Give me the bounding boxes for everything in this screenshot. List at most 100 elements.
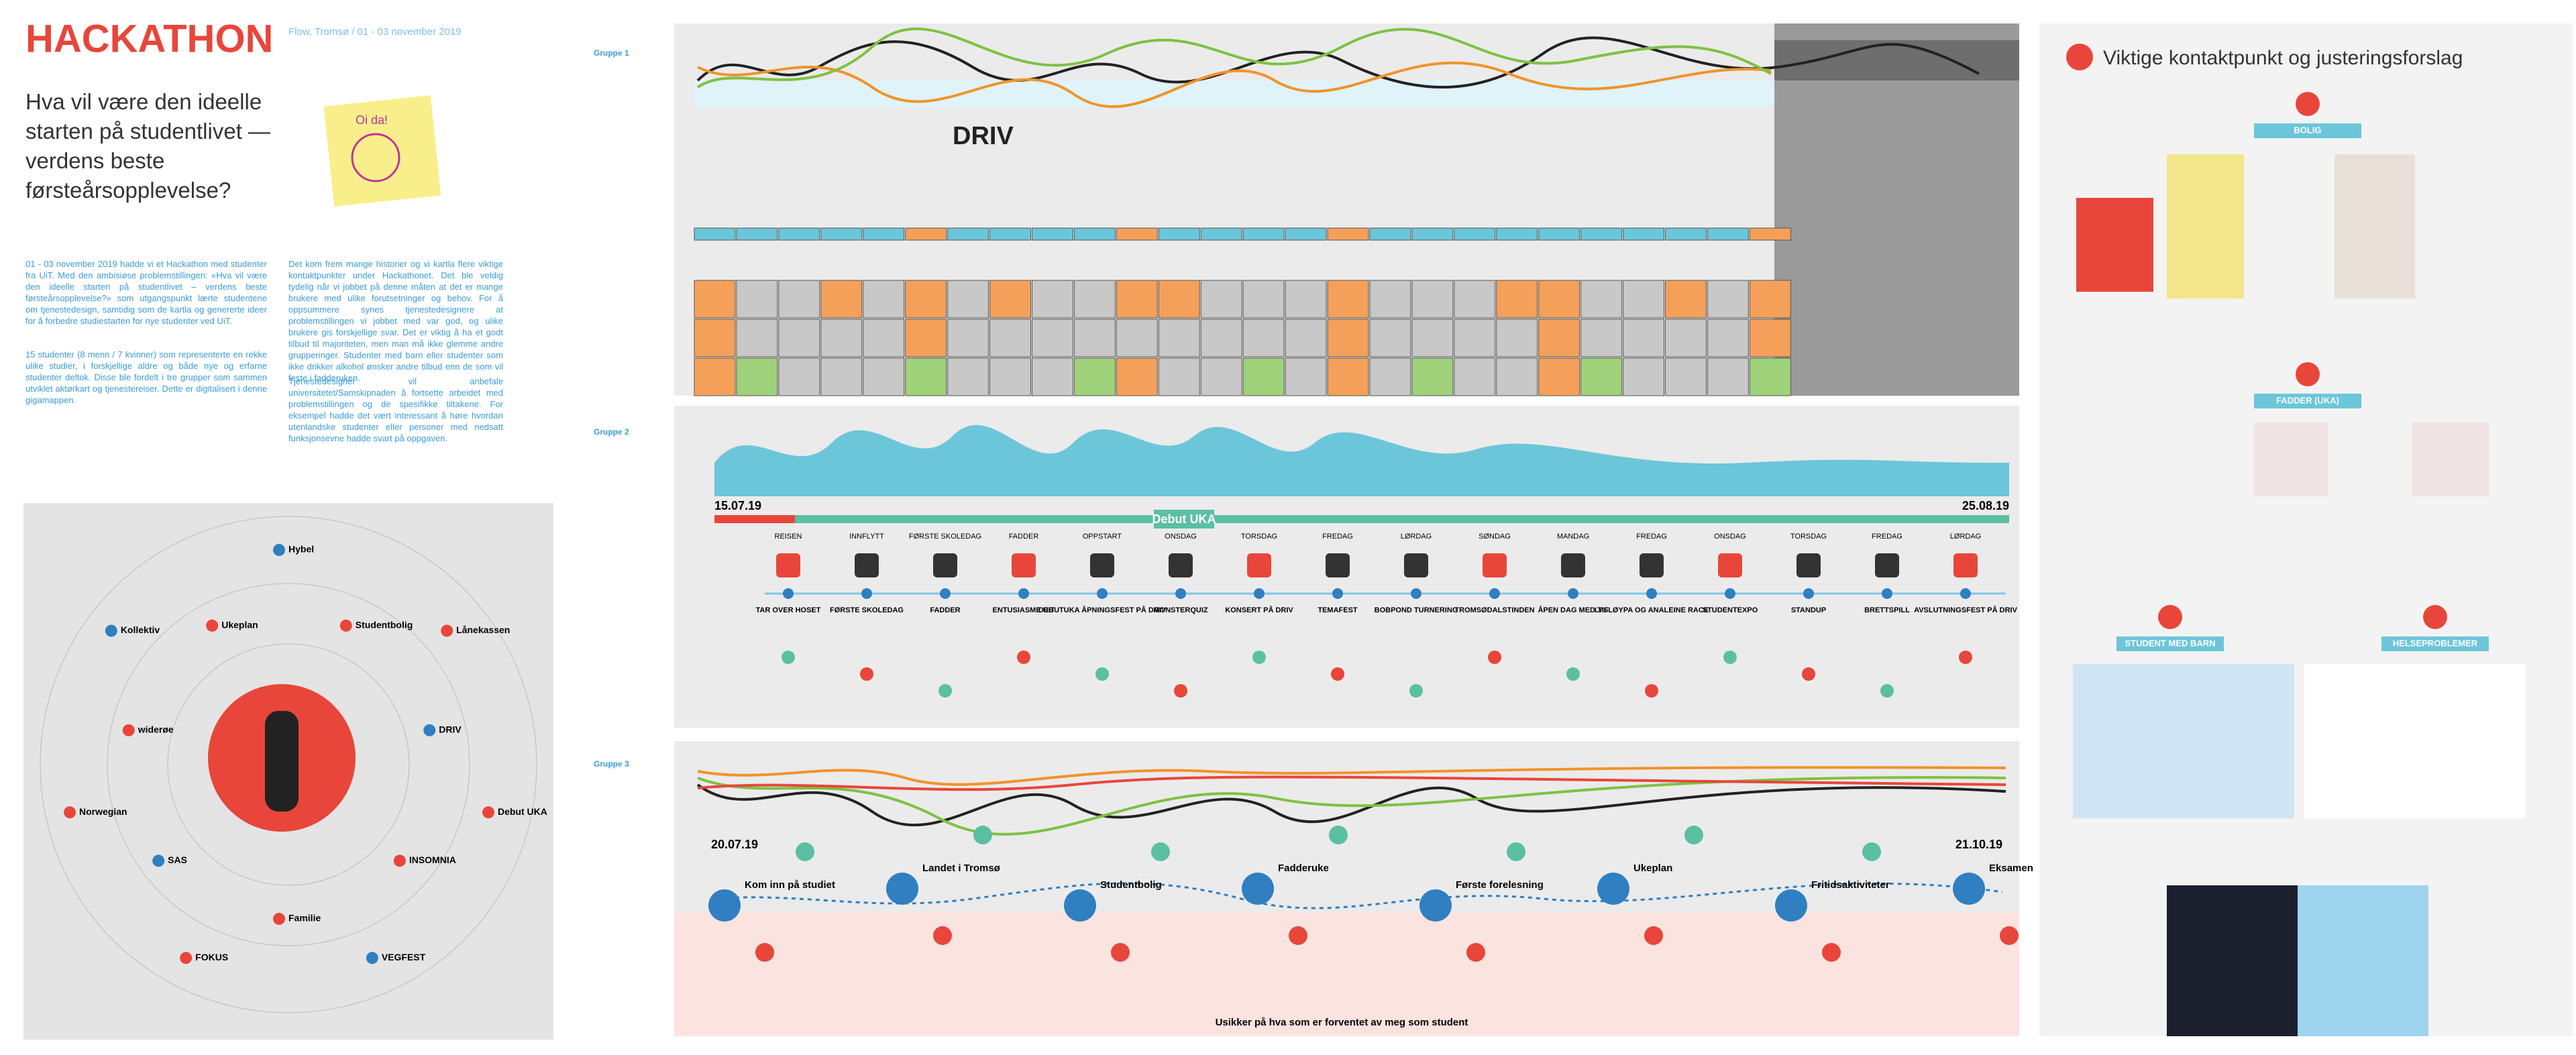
table-cell	[1369, 319, 1411, 357]
table-cell	[1623, 227, 1665, 241]
pain-point	[1822, 943, 1841, 962]
wave	[714, 425, 2009, 496]
table-cell	[1454, 357, 1496, 396]
table-cell	[820, 280, 863, 319]
table-cell	[820, 357, 863, 396]
table-cell	[1454, 280, 1496, 319]
event-icon	[1875, 553, 1899, 577]
day-label: ONSDAG	[1165, 533, 1197, 541]
timeline-dot	[1725, 588, 1735, 599]
event-label: FØRSTE SKOLEDAG	[830, 606, 904, 614]
sticky-note	[323, 95, 441, 207]
question: Hva vil være den ideelle starten på stud…	[25, 89, 271, 203]
emotion-curve	[696, 27, 1772, 89]
table-cell	[1538, 280, 1580, 319]
later-period	[1774, 23, 2019, 396]
step-label: Eksamen	[1989, 863, 2033, 874]
table-cell	[1707, 319, 1749, 357]
table-cell	[694, 280, 736, 319]
event-label: BOBPOND TURNERING	[1375, 606, 1458, 614]
pain-point	[1644, 926, 1663, 945]
phase-bar	[795, 515, 2009, 523]
step-circle	[1775, 889, 1807, 922]
table-cell	[1116, 319, 1158, 357]
day-label: MANDAG	[1557, 533, 1589, 541]
event-icon	[776, 553, 800, 577]
table-cell	[905, 280, 947, 319]
pain-point	[933, 926, 952, 945]
table-cell	[1327, 227, 1369, 241]
table-cell	[736, 319, 778, 357]
note-icon	[782, 651, 795, 664]
timeline-dot	[1097, 588, 1108, 599]
table-cell	[1623, 357, 1665, 396]
actor-label: VEGFEST	[382, 952, 426, 962]
table-cell	[736, 227, 778, 241]
table-cell	[1031, 319, 1073, 357]
pain-point	[755, 943, 774, 962]
pain-point	[1289, 926, 1307, 945]
band	[694, 80, 1774, 107]
actor-label: SAS	[168, 854, 187, 865]
table-cell	[1538, 357, 1580, 396]
photo	[2076, 198, 2153, 292]
photo	[2334, 154, 2415, 298]
gain-point	[1151, 842, 1170, 861]
gain-point	[1862, 842, 1881, 861]
table-cell	[1665, 319, 1707, 357]
table-cell	[1031, 280, 1073, 319]
note-icon	[860, 667, 873, 681]
table-cell	[1369, 227, 1411, 241]
table-cell	[1158, 357, 1200, 396]
actor-icon	[393, 854, 406, 867]
table-cell	[1749, 227, 1791, 241]
day-label: OPPSTART	[1083, 533, 1122, 541]
actor-icon	[105, 624, 117, 637]
event-label: STUDENTEXPO	[1703, 606, 1758, 614]
table-cell	[863, 280, 905, 319]
note-icon	[1488, 651, 1501, 664]
table-cell	[989, 280, 1031, 319]
event-label: ENTUSIASME UIT	[993, 606, 1055, 614]
table-cell	[905, 357, 947, 396]
actor-icon	[122, 724, 135, 736]
table-cell	[1623, 280, 1665, 319]
event-icon	[1326, 553, 1350, 577]
table-cell	[1665, 227, 1707, 241]
table-cell	[1158, 280, 1200, 319]
step-label: Landet i Tromsø	[922, 863, 1001, 874]
timeline-dot	[1803, 588, 1814, 599]
actor-icon	[441, 624, 453, 637]
event-icon	[1953, 553, 1978, 577]
table-cell	[1707, 227, 1749, 241]
journey-table	[694, 227, 1791, 396]
event-label: FADDER	[930, 606, 960, 614]
emotion-curve	[696, 783, 2006, 826]
subtitle: Flow, Tromsø / 01 - 03 november 2019	[288, 26, 462, 38]
actor-label: Kollektiv	[121, 624, 160, 635]
table-cell	[1285, 280, 1327, 319]
paragraph: 01 - 03 november 2019 hadde vi et Hackat…	[25, 259, 267, 326]
actor-label: Ukeplan	[221, 619, 258, 630]
table-cell	[1116, 227, 1158, 241]
actor-label: Studentbolig	[356, 619, 413, 630]
event-icon	[1796, 553, 1821, 577]
step-circle	[1953, 873, 1985, 905]
table-cell	[1411, 227, 1454, 241]
timeline-dot	[1646, 588, 1657, 599]
table-cell	[863, 357, 905, 396]
note-icon	[1017, 651, 1030, 664]
day-label: TORSDAG	[1241, 533, 1277, 541]
section-label: BOLIG	[2294, 125, 2321, 135]
day-label: SØNDAG	[1479, 533, 1511, 541]
section-tag	[2254, 123, 2361, 138]
banner: Debut UKA	[1152, 512, 1216, 526]
table-cell	[820, 227, 863, 241]
table-cell	[1200, 227, 1242, 241]
section-icon	[2158, 605, 2182, 629]
event-icon	[1640, 553, 1664, 577]
table-cell	[1496, 227, 1538, 241]
emotion-curve	[697, 61, 1772, 109]
note-icon	[1252, 651, 1266, 664]
table-cell	[1580, 357, 1623, 396]
